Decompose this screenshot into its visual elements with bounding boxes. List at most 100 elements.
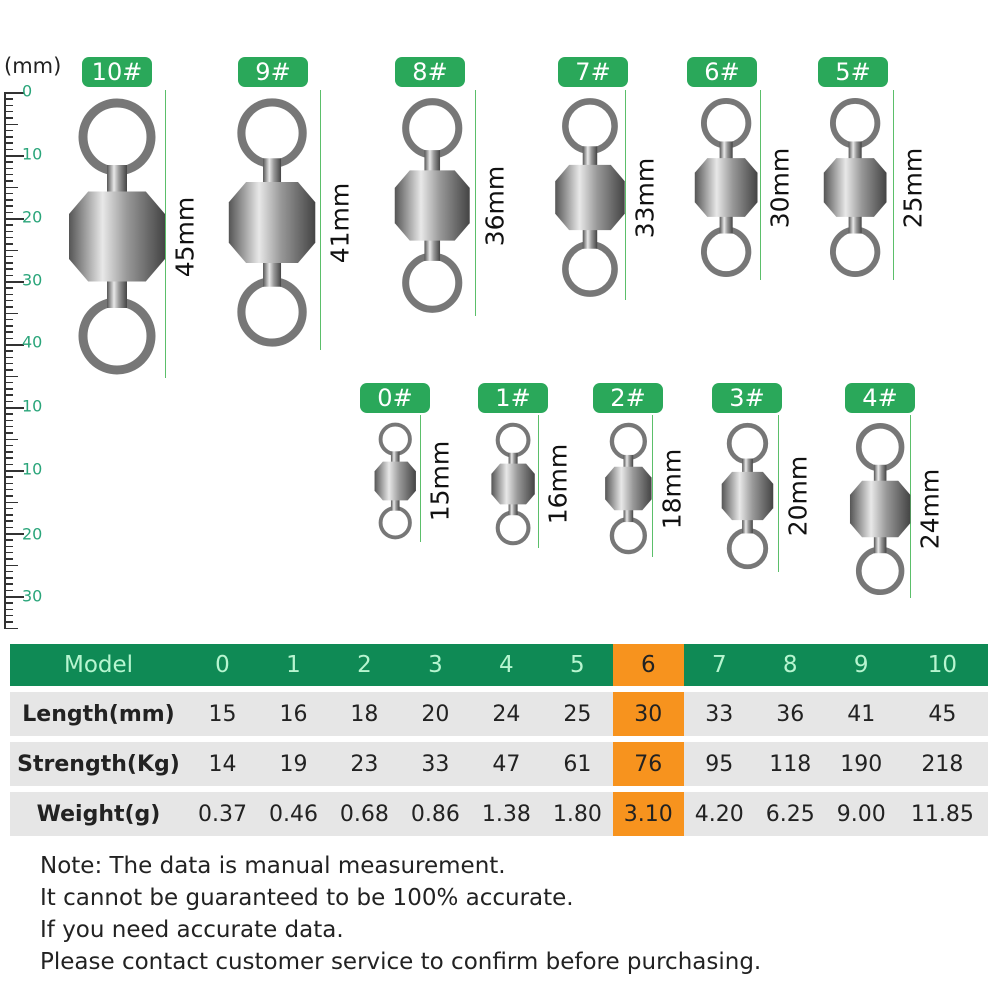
swivel-image	[228, 98, 316, 347]
ring-bottom	[829, 226, 881, 277]
table-cell: 6.25	[754, 792, 826, 836]
measure-line	[475, 90, 476, 316]
ruler-tick	[4, 117, 13, 119]
ruler-tick	[4, 230, 13, 233]
row-label: Weight(g)	[10, 792, 187, 836]
ruler-tick	[4, 199, 13, 201]
table-cell: 19	[257, 742, 329, 786]
ruler-tick	[4, 558, 13, 560]
measure-line	[538, 415, 539, 548]
length-label: 20mm	[783, 455, 813, 537]
ruler-tick	[4, 186, 18, 188]
table-cell: 76	[612, 742, 684, 786]
ruler-tick	[4, 596, 24, 598]
ruler-tick	[4, 205, 13, 207]
length-label: 25mm	[898, 147, 928, 228]
ruler-tick	[4, 551, 13, 554]
ruler-tick	[4, 425, 13, 428]
ruler-label: 20	[22, 207, 43, 227]
ruler-tick	[4, 110, 13, 113]
ring-bottom	[562, 241, 618, 297]
length-label: 18mm	[657, 448, 687, 529]
table-cell: 36	[754, 692, 826, 736]
table-cell: 61	[541, 742, 613, 786]
ruler-tick	[4, 614, 13, 617]
ruler-tick	[4, 129, 13, 132]
ruler-tick	[4, 501, 18, 503]
table-cell: 3.10	[612, 792, 684, 836]
row-label: Length(mm)	[10, 692, 187, 736]
measure-line	[778, 415, 779, 572]
ruler-tick	[4, 318, 13, 321]
ring-bottom	[401, 252, 463, 313]
ruler-tick	[4, 608, 13, 611]
size-badge: 1#	[478, 383, 548, 413]
swivel-image	[374, 422, 416, 540]
ruler-tick	[4, 281, 24, 283]
measure-line	[760, 90, 761, 280]
ruler-tick	[4, 344, 24, 346]
table-cell: 11.85	[896, 792, 988, 836]
ruler-tick	[4, 98, 13, 100]
ring-top	[237, 98, 307, 168]
ruler: 0 10 20 30 40 10 10 20 30	[0, 0, 70, 640]
table-cell: 1.38	[470, 792, 542, 836]
ring-top	[495, 422, 531, 458]
ring-top	[700, 98, 752, 149]
ring-bottom	[378, 506, 412, 540]
note-line: If you need accurate data.	[40, 917, 344, 943]
size-badge: 3#	[712, 383, 782, 413]
table-row: Strength(Kg) 14 19 23 33 47 61 76 95 118 190 218	[10, 742, 988, 786]
ruler-tick	[4, 92, 24, 94]
table-cell: 24	[470, 692, 542, 736]
ruler-tick	[4, 243, 13, 245]
ring-top	[855, 422, 905, 472]
measure-line	[625, 90, 626, 300]
ruler-label: 10	[22, 459, 43, 479]
table-cell: 190	[825, 742, 897, 786]
ruler-tick	[4, 375, 18, 377]
swivel-barrel	[555, 164, 625, 231]
size-badge: 0#	[360, 383, 430, 413]
ruler-tick	[4, 350, 13, 352]
ruler-tick	[4, 255, 13, 258]
measure-line	[320, 90, 321, 350]
table-cell: 25	[541, 692, 613, 736]
table-cell: 33	[683, 692, 755, 736]
ruler-tick	[4, 331, 13, 333]
table-cell: 10	[896, 644, 988, 686]
ruler-tick	[4, 218, 24, 220]
ruler-tick	[4, 526, 13, 529]
swivel-image	[849, 422, 911, 596]
ruler-tick	[4, 602, 13, 604]
ruler-tick	[4, 394, 13, 396]
size-badge: 8#	[395, 57, 465, 87]
table-cell: 20	[399, 692, 471, 736]
table-cell: 16	[257, 692, 329, 736]
ruler-tick	[4, 577, 13, 579]
ruler-tick	[4, 142, 13, 144]
row-label: Strength(Kg)	[10, 742, 187, 786]
ruler-tick	[4, 451, 13, 453]
ruler-tick	[4, 173, 13, 176]
swivel-barrel	[69, 191, 165, 282]
swivel-image	[394, 98, 470, 313]
ruler-tick	[4, 249, 18, 251]
swivel-barrel	[394, 170, 470, 241]
ruler-tick	[4, 287, 13, 289]
ruler-tick	[4, 192, 13, 195]
measure-line	[165, 90, 166, 378]
ring-top	[562, 98, 618, 154]
ruler-tick	[4, 180, 13, 182]
ruler-tick	[4, 419, 13, 422]
ruler-tick	[4, 589, 13, 592]
ring-top	[78, 98, 156, 176]
ruler-tick	[4, 104, 13, 107]
ring-bottom	[700, 226, 752, 277]
ruler-tick	[4, 570, 13, 573]
ruler-tick	[4, 161, 13, 163]
ruler-tick	[4, 356, 13, 359]
ruler-tick	[4, 495, 13, 497]
ruler-tick	[4, 507, 13, 510]
table-cell: 0	[187, 644, 258, 686]
